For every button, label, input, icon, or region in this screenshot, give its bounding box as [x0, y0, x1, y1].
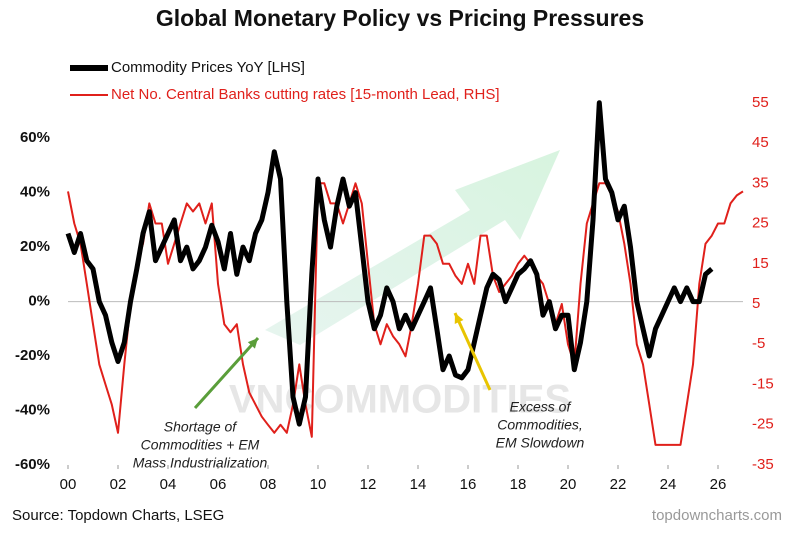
x-tick-label: 26	[710, 476, 727, 493]
y2-tick-label: 15	[752, 255, 769, 272]
x-tick-label: 20	[560, 476, 577, 493]
x-tick-label: 06	[210, 476, 227, 493]
x-tick-label: 02	[110, 476, 127, 493]
y2-tick-label: 55	[752, 94, 769, 111]
y2-tick-label: -5	[752, 335, 765, 352]
source: Source: Topdown Charts, LSEG	[12, 507, 224, 524]
watermark-arrow	[265, 150, 560, 345]
series-line	[67, 182, 744, 446]
x-tick-label: 14	[410, 476, 427, 493]
x-tick-label: 12	[360, 476, 377, 493]
annotation-arrowhead	[247, 338, 258, 349]
annotation-arrow	[453, 312, 492, 391]
legend-label: Net No. Central Banks cutting rates [15-…	[111, 86, 500, 103]
y2-tick-label: -25	[752, 416, 774, 433]
y2-tick-label: -15	[752, 375, 774, 392]
x-tick-label: 18	[510, 476, 527, 493]
annotation-text: Mass Industrialization	[133, 455, 268, 471]
annotation-text: Excess of	[510, 399, 573, 415]
y2-tick-label: 45	[752, 134, 769, 151]
x-tick-label: 00	[60, 476, 77, 493]
y2-tick-label: -35	[752, 456, 774, 473]
y2-tick-label: 25	[752, 215, 769, 232]
chart-title: Global Monetary Policy vs Pricing Pressu…	[156, 5, 644, 31]
series-line	[65, 100, 714, 427]
x-tick-label: 24	[660, 476, 677, 493]
x-tick-label: 08	[260, 476, 277, 493]
x-tick-label: 04	[160, 476, 177, 493]
y-tick-label: 20%	[20, 238, 50, 255]
y2-tick-label: 5	[752, 295, 760, 312]
y-tick-label: -40%	[15, 401, 50, 418]
y-tick-label: 0%	[28, 293, 50, 310]
y-tick-label: -60%	[15, 456, 50, 473]
watermark: VNCOMMODITIES	[229, 378, 571, 422]
annotation-arrowhead	[454, 313, 464, 324]
y-tick-label: 40%	[20, 184, 50, 201]
annotation-text: Commodities,	[497, 417, 583, 433]
y2-tick-label: 35	[752, 174, 769, 191]
annotation-text: EM Slowdown	[496, 435, 585, 451]
x-tick-label: 22	[610, 476, 627, 493]
y-tick-label: 60%	[20, 129, 50, 146]
x-tick-label: 10	[310, 476, 327, 493]
y-tick-label: -20%	[15, 347, 50, 364]
annotation-text: Shortage of	[164, 419, 238, 435]
annotation-text: Commodities + EM	[141, 437, 260, 453]
credit: topdowncharts.com	[652, 507, 782, 524]
annotation-arrow	[193, 336, 260, 410]
legend-label: Commodity Prices YoY [LHS]	[111, 59, 305, 76]
x-tick-label: 16	[460, 476, 477, 493]
